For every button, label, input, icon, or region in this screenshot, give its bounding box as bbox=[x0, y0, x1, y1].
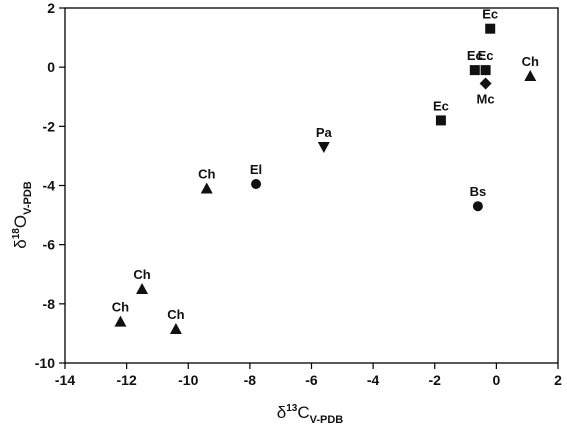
point-marker bbox=[524, 70, 537, 82]
y-tick-label: -4 bbox=[43, 178, 56, 194]
y-tick-label: -8 bbox=[43, 296, 56, 312]
data-point: El bbox=[250, 162, 262, 190]
y-tick-label: 0 bbox=[47, 59, 55, 75]
x-tick-label: -8 bbox=[244, 372, 257, 388]
point-label: Mc bbox=[477, 91, 495, 106]
point-marker bbox=[485, 23, 496, 34]
point-label: Ch bbox=[133, 267, 150, 282]
point-marker bbox=[136, 283, 149, 295]
point-label: Ch bbox=[522, 54, 539, 69]
data-point: Ec bbox=[433, 98, 449, 126]
data-point: Ec bbox=[478, 48, 494, 76]
data-point: Mc bbox=[477, 77, 495, 106]
point-marker bbox=[479, 77, 492, 90]
point-label: Bs bbox=[470, 184, 487, 199]
x-tick-label: -10 bbox=[178, 372, 198, 388]
point-marker bbox=[472, 201, 483, 212]
data-point: Ch bbox=[112, 300, 129, 327]
data-point: Ch bbox=[198, 166, 215, 194]
x-tick-label: -6 bbox=[305, 372, 318, 388]
y-axis-title: δ18OV-PDB bbox=[11, 181, 34, 249]
x-tick-label: -12 bbox=[117, 372, 137, 388]
data-point: Ch bbox=[133, 267, 151, 295]
point-label: Ec bbox=[478, 48, 494, 63]
point-label: Pa bbox=[316, 125, 333, 140]
data-point: Ec bbox=[482, 7, 498, 34]
point-label: Ch bbox=[112, 300, 129, 315]
data-point: Ch bbox=[522, 54, 539, 82]
point-marker bbox=[435, 115, 446, 126]
x-axis-ticks: -14 -12 -10 -8 -6 -4 -2 0 2 bbox=[55, 363, 562, 388]
data-point: Pa bbox=[316, 125, 333, 154]
point-marker bbox=[480, 65, 491, 76]
data-point: Ec bbox=[467, 48, 483, 76]
y-tick-label: -6 bbox=[43, 237, 56, 253]
point-label: El bbox=[250, 162, 262, 177]
point-marker bbox=[114, 315, 127, 327]
point-marker bbox=[169, 322, 182, 334]
point-marker bbox=[251, 179, 262, 190]
data-point: Ch bbox=[167, 307, 185, 334]
x-tick-label: 2 bbox=[554, 372, 562, 388]
point-label: Ch bbox=[167, 307, 184, 322]
x-tick-label: -14 bbox=[55, 372, 75, 388]
point-label: Ch bbox=[198, 166, 215, 181]
point-marker bbox=[317, 142, 330, 154]
point-label: Ec bbox=[467, 48, 483, 63]
y-axis-ticks: -10 -8 -6 -4 -2 0 2 bbox=[35, 0, 65, 371]
y-tick-label: 2 bbox=[47, 0, 55, 16]
point-marker bbox=[200, 182, 213, 194]
point-marker bbox=[469, 65, 480, 76]
x-axis-title: δ13CV-PDB bbox=[277, 403, 344, 426]
data-point: Bs bbox=[470, 184, 487, 212]
point-label: Ec bbox=[482, 7, 498, 22]
point-label: Ec bbox=[433, 98, 449, 113]
x-tick-label: -4 bbox=[367, 372, 380, 388]
x-tick-label: 0 bbox=[492, 372, 500, 388]
y-tick-label: -10 bbox=[35, 355, 55, 371]
y-tick-label: -2 bbox=[43, 118, 56, 134]
x-tick-label: -2 bbox=[429, 372, 442, 388]
